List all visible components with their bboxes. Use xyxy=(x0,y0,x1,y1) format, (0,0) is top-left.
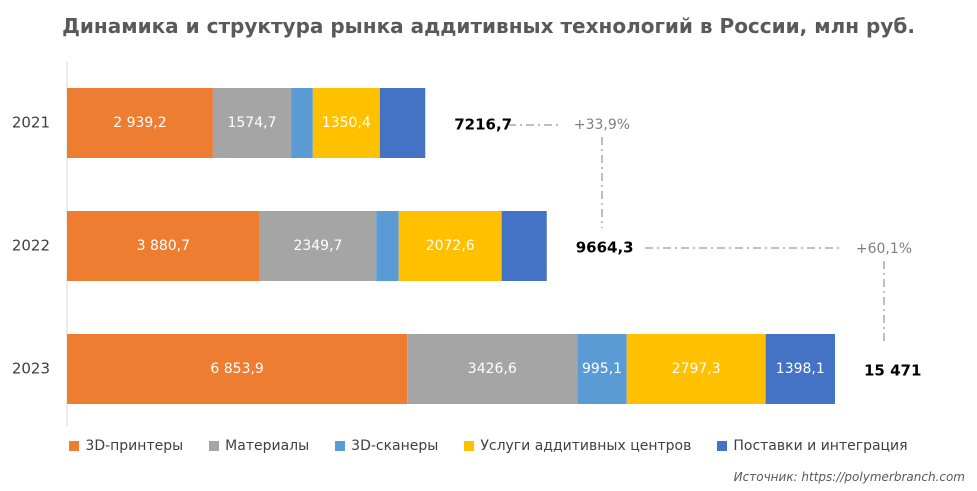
total-label-2022: 9664,3 xyxy=(576,239,634,257)
data-label-2023-series-0: 6 853,9 xyxy=(210,361,263,377)
bar-2021-series-3 xyxy=(312,88,380,158)
legend-swatch-2 xyxy=(335,441,346,451)
total-label-2021: 7216,7 xyxy=(454,116,512,134)
data-label-2023-series-1: 3426,6 xyxy=(468,361,517,377)
chart-legend: 3D-принтеры Материалы 3D-сканеры Услуги адд… xyxy=(0,438,977,454)
bar-2023-series-3 xyxy=(626,334,766,404)
legend-item-2: 3D-сканеры xyxy=(335,438,438,454)
legend-label-3: Услуги аддитивных центров xyxy=(480,438,692,454)
data-label-2023-series-4: 1398,1 xyxy=(776,361,825,377)
legend-label-1: Материалы xyxy=(225,438,310,454)
legend-label-4: Поставки и интеграция xyxy=(733,438,908,454)
bar-2022-series-2 xyxy=(376,211,399,281)
data-label-2022-series-1: 2349,7 xyxy=(293,238,342,254)
data-label-2023-series-2: 995,1 xyxy=(582,361,622,377)
bar-2023-series-1 xyxy=(407,334,578,404)
data-label-2023-series-3: 2797,3 xyxy=(672,361,721,377)
legend-label-0: 3D-принтеры xyxy=(85,438,184,454)
category-label-2022: 2022 xyxy=(12,237,50,255)
legend-swatch-3 xyxy=(464,441,475,451)
legend-item-3: Услуги аддитивных центров xyxy=(464,438,691,454)
legend-item-0: 3D-принтеры xyxy=(69,438,183,454)
legend-swatch-4 xyxy=(717,441,728,451)
bar-2022-series-3 xyxy=(398,211,502,281)
category-label-2021: 2021 xyxy=(12,114,50,132)
legend-item-4: Поставки и интеграция xyxy=(717,438,908,454)
data-label-2022-series-0: 3 880,7 xyxy=(137,238,190,254)
legend-label-2: 3D-сканеры xyxy=(351,438,439,454)
chart-title: Динамика и структура рынка аддитивных те… xyxy=(62,14,915,38)
bar-2023-series-4 xyxy=(765,334,835,404)
legend-item-1: Материалы xyxy=(209,438,309,454)
growth-label-2022-2023: +60,1% xyxy=(856,241,912,257)
category-label-2023: 2023 xyxy=(12,360,50,378)
bar-2023-series-2 xyxy=(577,334,627,404)
bar-2022-series-1 xyxy=(259,211,377,281)
bar-2022-series-4 xyxy=(501,211,547,281)
bar-2021-series-2 xyxy=(291,88,313,158)
bar-2021-series-1 xyxy=(212,88,292,158)
data-label-2022-series-3: 2072,6 xyxy=(426,238,475,254)
data-label-2021-series-1: 1574,7 xyxy=(227,115,276,131)
legend-swatch-0 xyxy=(69,441,80,451)
source-note: Источник: https://polymerbranch.com xyxy=(733,470,965,484)
data-label-2021-series-3: 1350,4 xyxy=(322,115,371,131)
data-label-2021-series-0: 2 939,2 xyxy=(113,115,166,131)
total-label-2023: 15 471 xyxy=(864,362,921,380)
legend-swatch-1 xyxy=(209,441,220,451)
bar-2022-series-0 xyxy=(67,211,260,281)
bar-2023-series-0 xyxy=(67,334,408,404)
growth-label-2021-2022: +33,9% xyxy=(574,117,630,133)
bar-2021-series-4 xyxy=(379,88,426,158)
bar-2021-series-0 xyxy=(67,88,213,158)
